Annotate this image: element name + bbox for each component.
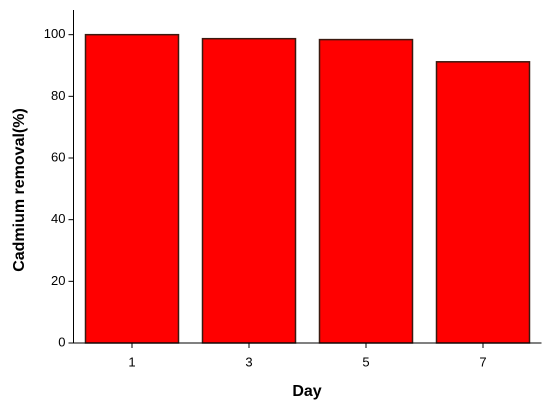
x-axis-title: Day — [292, 383, 321, 400]
x-tick-label: 1 — [128, 354, 135, 369]
y-tick-label: 40 — [51, 211, 65, 226]
bar — [201, 37, 297, 344]
y-tick-label: 60 — [51, 149, 65, 164]
x-tick-label: 7 — [479, 354, 486, 369]
bar — [84, 33, 180, 344]
y-axis-title: Cadmium removal(%) — [11, 108, 28, 272]
y-tick-label: 20 — [51, 273, 65, 288]
y-tick-label: 100 — [44, 26, 66, 41]
bar — [435, 61, 531, 344]
bar — [318, 38, 414, 344]
x-tick-label: 5 — [362, 354, 369, 369]
x-tick-label: 3 — [245, 354, 252, 369]
y-tick-label: 0 — [58, 334, 65, 349]
y-tick-label: 80 — [51, 88, 65, 103]
